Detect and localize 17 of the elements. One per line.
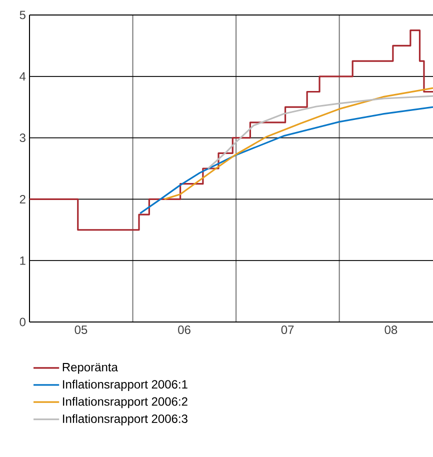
y-tick-label: 0 (20, 318, 26, 326)
x-tick-label: 06 (178, 326, 190, 334)
legend-label: Inflationsrapport 2006:1 (63, 380, 188, 391)
y-tick-label: 5 (20, 10, 26, 20)
line-series (139, 106, 433, 214)
legend-label: Inflationsrapport 2006:2 (63, 396, 188, 408)
x-tick-label: 08 (384, 326, 398, 334)
y-tick-label: 3 (20, 134, 26, 142)
x-tick-label: 05 (74, 326, 88, 334)
y-tick-label: 4 (20, 72, 26, 81)
legend-label: Inflationsrapport 2006:3 (63, 414, 188, 426)
y-tick-label: 1 (20, 256, 26, 265)
line-series (207, 95, 433, 170)
x-tick-label: 07 (281, 326, 294, 334)
line-series (164, 87, 433, 200)
legend-label: Reporänta (62, 363, 118, 374)
y-tick-label: 2 (20, 195, 26, 204)
